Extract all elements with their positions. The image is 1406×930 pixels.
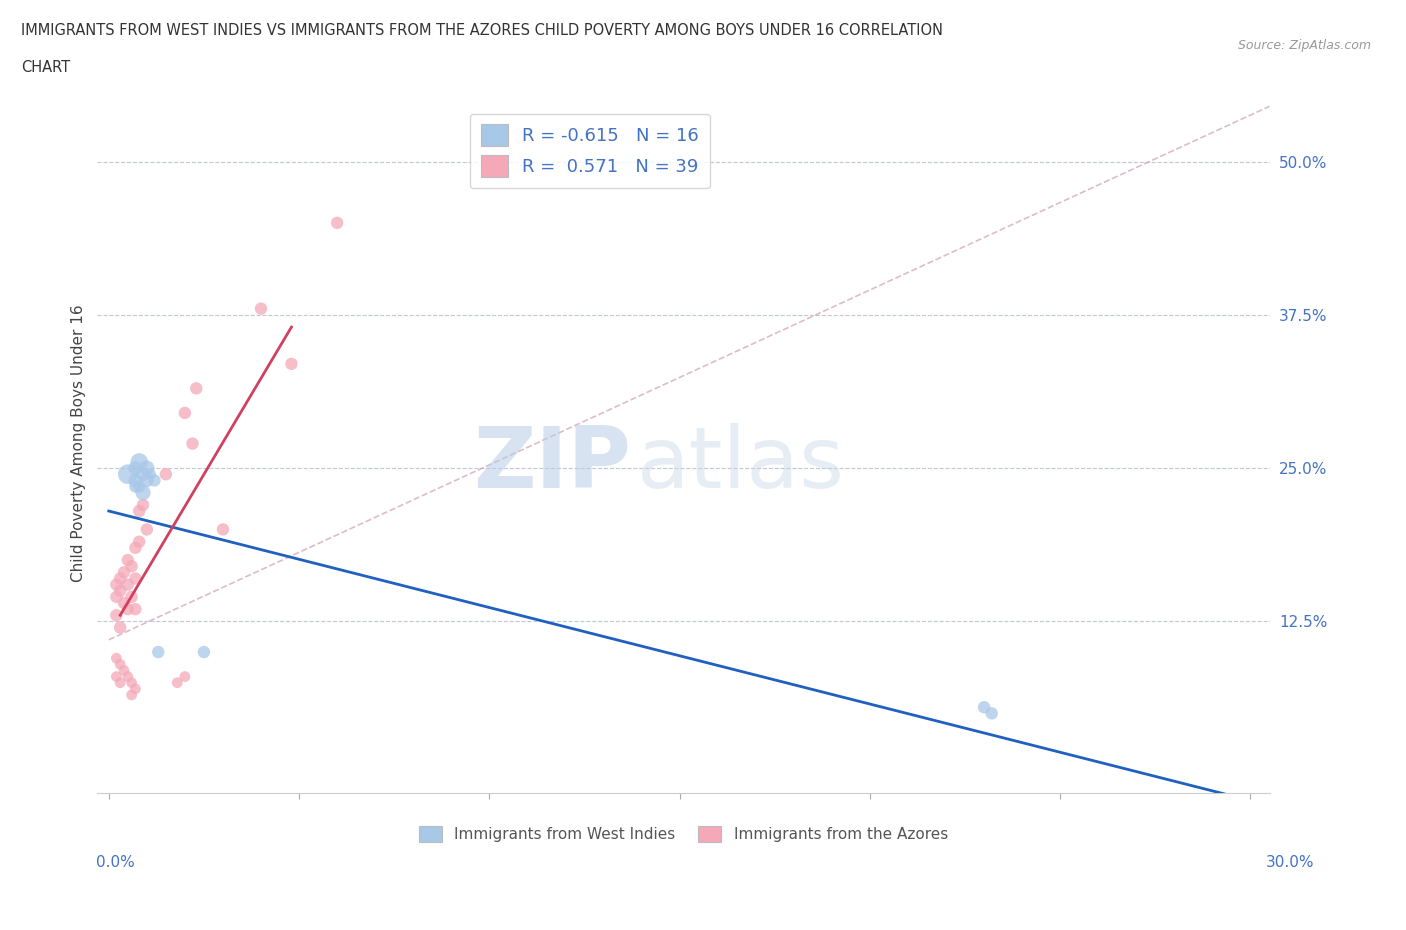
Point bbox=[132, 485, 155, 500]
Point bbox=[128, 479, 150, 494]
Point bbox=[121, 559, 143, 574]
Point bbox=[117, 670, 139, 684]
Point bbox=[105, 578, 128, 592]
Point bbox=[135, 460, 157, 475]
Point bbox=[326, 216, 349, 231]
Text: 30.0%: 30.0% bbox=[1267, 855, 1315, 870]
Point bbox=[143, 473, 166, 488]
Point bbox=[124, 479, 146, 494]
Point bbox=[193, 644, 215, 659]
Point bbox=[128, 503, 150, 518]
Legend: Immigrants from West Indies, Immigrants from the Azores: Immigrants from West Indies, Immigrants … bbox=[413, 820, 953, 848]
Point bbox=[980, 706, 1002, 721]
Point bbox=[108, 657, 131, 671]
Point bbox=[128, 534, 150, 549]
Text: 0.0%: 0.0% bbox=[96, 855, 135, 870]
Point bbox=[186, 381, 208, 396]
Point bbox=[973, 699, 995, 714]
Point bbox=[117, 602, 139, 617]
Point bbox=[173, 670, 195, 684]
Point bbox=[108, 571, 131, 586]
Point bbox=[135, 522, 157, 537]
Point bbox=[132, 467, 155, 482]
Point bbox=[117, 578, 139, 592]
Point bbox=[108, 583, 131, 598]
Point bbox=[124, 682, 146, 697]
Point bbox=[139, 467, 162, 482]
Point bbox=[124, 540, 146, 555]
Text: atlas: atlas bbox=[637, 423, 845, 506]
Point bbox=[173, 405, 195, 420]
Point bbox=[112, 565, 135, 579]
Point bbox=[128, 455, 150, 470]
Y-axis label: Child Poverty Among Boys Under 16: Child Poverty Among Boys Under 16 bbox=[72, 305, 86, 582]
Point bbox=[112, 663, 135, 678]
Text: CHART: CHART bbox=[21, 60, 70, 75]
Point bbox=[148, 644, 170, 659]
Point bbox=[112, 595, 135, 610]
Point bbox=[212, 522, 235, 537]
Point bbox=[181, 436, 204, 451]
Point bbox=[132, 498, 155, 512]
Point bbox=[108, 620, 131, 635]
Text: ZIP: ZIP bbox=[472, 423, 631, 506]
Text: Source: ZipAtlas.com: Source: ZipAtlas.com bbox=[1237, 39, 1371, 52]
Point bbox=[155, 467, 177, 482]
Point bbox=[117, 467, 139, 482]
Text: IMMIGRANTS FROM WEST INDIES VS IMMIGRANTS FROM THE AZORES CHILD POVERTY AMONG BO: IMMIGRANTS FROM WEST INDIES VS IMMIGRANT… bbox=[21, 23, 943, 38]
Point bbox=[105, 608, 128, 623]
Point bbox=[124, 473, 146, 488]
Point bbox=[117, 552, 139, 567]
Point bbox=[121, 590, 143, 604]
Point bbox=[105, 651, 128, 666]
Point bbox=[121, 687, 143, 702]
Point bbox=[105, 590, 128, 604]
Point bbox=[108, 675, 131, 690]
Point bbox=[280, 356, 302, 371]
Point bbox=[121, 675, 143, 690]
Point bbox=[135, 473, 157, 488]
Point bbox=[124, 571, 146, 586]
Point bbox=[124, 602, 146, 617]
Point bbox=[124, 460, 146, 475]
Point bbox=[250, 301, 273, 316]
Point bbox=[166, 675, 188, 690]
Point bbox=[105, 670, 128, 684]
